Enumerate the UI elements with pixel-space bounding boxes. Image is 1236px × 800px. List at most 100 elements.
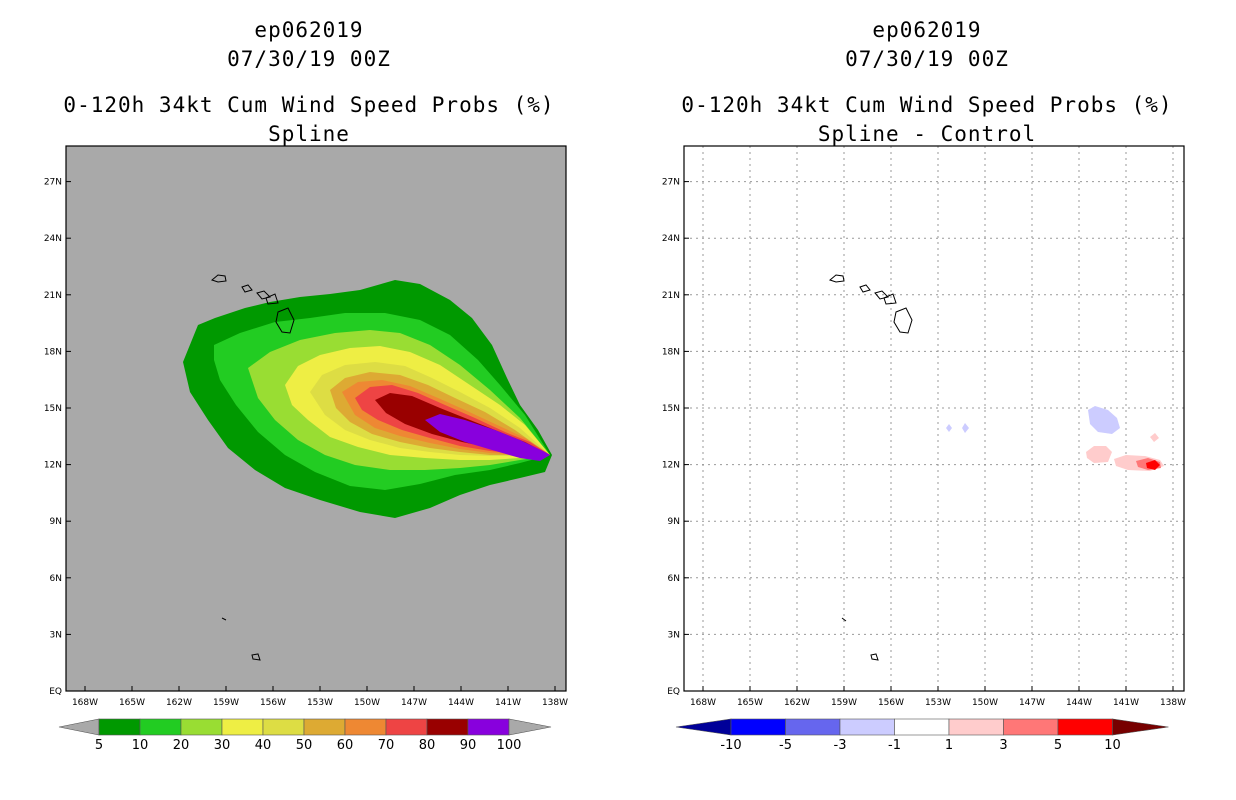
- right-product-title: 0-120h 34kt Cum Wind Speed Probs (%): [681, 93, 1173, 117]
- diff-pos-strong: [1146, 460, 1160, 470]
- colorbar-label: 50: [296, 738, 313, 753]
- left-map-border: [65, 145, 567, 692]
- lat-label: 12N: [44, 461, 62, 471]
- right-map-border: [683, 145, 1185, 692]
- lat-label: EQ: [667, 687, 680, 697]
- lon-label: 168W: [690, 698, 716, 708]
- lat-label: 24N: [662, 234, 680, 244]
- lat-label: 18N: [44, 347, 62, 357]
- diff-neg-small-2: [962, 423, 969, 433]
- left-title-block: ep062019 07/30/19 00Z 0-120h 34kt Cum Wi…: [59, 16, 559, 149]
- lon-label: 150W: [354, 698, 380, 708]
- colorbar-swatch: [1003, 718, 1059, 736]
- colorbar-swatch: [948, 718, 1004, 736]
- diff-pos-small: [1150, 433, 1159, 442]
- lon-label: 141W: [1113, 698, 1139, 708]
- colorbar-label: -1: [888, 738, 901, 753]
- lat-label: 6N: [668, 574, 680, 584]
- colorbar-label: 10: [132, 738, 149, 753]
- colorbar-swatch: [303, 718, 346, 736]
- lon-label: 147W: [401, 698, 427, 708]
- colorbar-label: -5: [779, 738, 792, 753]
- colorbar-label: 60: [337, 738, 354, 753]
- lat-label: 24N: [44, 234, 62, 244]
- colorbar-swatch: [730, 718, 786, 736]
- colorbar-swatch: [180, 718, 223, 736]
- colorbar-swatch: [344, 718, 387, 736]
- lat-label: 27N: [662, 178, 680, 188]
- diff-neg-blob: [1088, 406, 1120, 434]
- colorbar-label: 80: [419, 738, 436, 753]
- colorbar-label: 100: [497, 738, 522, 753]
- colorbar-label: -10: [720, 738, 741, 753]
- left-storm-id: ep062019: [254, 18, 364, 42]
- colorbar-label: 70: [378, 738, 395, 753]
- lon-label: 153W: [307, 698, 333, 708]
- colorbar-right-arrow: [1112, 718, 1169, 736]
- colorbar-label: 20: [173, 738, 190, 753]
- lon-label: 165W: [119, 698, 145, 708]
- lon-label: 144W: [1066, 698, 1092, 708]
- lon-label: 141W: [495, 698, 521, 708]
- lon-label: 168W: [72, 698, 98, 708]
- right-colorbar: -10 -5 -3 -1 1 3 5 10: [675, 718, 1169, 753]
- left-product-title: 0-120h 34kt Cum Wind Speed Probs (%): [63, 93, 555, 117]
- diff-neg-small-1: [946, 424, 952, 432]
- left-subtitle: Spline: [268, 122, 350, 146]
- lat-label: 3N: [668, 630, 680, 640]
- lat-label: 15N: [44, 404, 62, 414]
- lat-label: 6N: [50, 574, 62, 584]
- colorbar-swatch: [262, 718, 305, 736]
- colorbar-label: 90: [460, 738, 477, 753]
- colorbar-label: 5: [95, 738, 103, 753]
- colorbar-swatch: [98, 718, 141, 736]
- lat-label: 27N: [44, 178, 62, 188]
- right-lon-axis: 168W 165W 162W 159W 156W 153W 150W 147W 144W 141W…: [690, 686, 1186, 708]
- contour-90: [425, 414, 550, 461]
- lat-label: 15N: [662, 404, 680, 414]
- lon-label: 156W: [260, 698, 286, 708]
- lat-label: EQ: [49, 687, 62, 697]
- lon-label: 165W: [737, 698, 763, 708]
- colorbar-left-arrow: [675, 718, 732, 736]
- lat-label: 9N: [50, 517, 62, 527]
- lon-label: 147W: [1019, 698, 1045, 708]
- colorbar-swatch: [467, 718, 510, 736]
- colorbar-label: 10: [1104, 738, 1121, 753]
- right-title-block: ep062019 07/30/19 00Z 0-120h 34kt Cum Wi…: [677, 16, 1177, 149]
- colorbar-label: -3: [834, 738, 847, 753]
- lon-label: 138W: [1160, 698, 1186, 708]
- colorbar-swatch: [785, 718, 841, 736]
- lon-label: 159W: [831, 698, 857, 708]
- right-coastlines: [828, 274, 913, 661]
- right-gridlines: [684, 146, 1184, 691]
- lat-label: 21N: [44, 291, 62, 301]
- colorbar-swatch: [839, 718, 895, 736]
- colorbar-swatch: [426, 718, 469, 736]
- colorbar-label: 3: [999, 738, 1007, 753]
- lon-label: 156W: [878, 698, 904, 708]
- lon-label: 150W: [972, 698, 998, 708]
- left-date: 07/30/19 00Z: [227, 47, 391, 71]
- colorbar-label: 5: [1054, 738, 1062, 753]
- colorbar-swatch: [894, 718, 950, 736]
- right-subtitle: Spline - Control: [817, 122, 1037, 146]
- lon-label: 153W: [925, 698, 951, 708]
- lat-label: 9N: [668, 517, 680, 527]
- right-lat-axis: EQ 3N 6N 9N 12N 15N 18N 21N 24N 27N: [662, 178, 689, 697]
- lon-label: 138W: [542, 698, 568, 708]
- lat-label: 18N: [662, 347, 680, 357]
- right-date: 07/30/19 00Z: [845, 47, 1009, 71]
- diff-pos-blob-1: [1086, 446, 1112, 463]
- lon-label: 162W: [166, 698, 192, 708]
- right-storm-id: ep062019: [872, 18, 982, 42]
- left-lat-axis: EQ 3N 6N 9N 12N 15N 18N 21N 24N 27N: [44, 178, 71, 697]
- colorbar-swatch: [385, 718, 428, 736]
- colorbar-swatch: [139, 718, 182, 736]
- lon-label: 144W: [448, 698, 474, 708]
- colorbar-label: 40: [255, 738, 272, 753]
- colorbar-label: 30: [214, 738, 231, 753]
- colorbar-left-arrow: [58, 718, 100, 736]
- lat-label: 21N: [662, 291, 680, 301]
